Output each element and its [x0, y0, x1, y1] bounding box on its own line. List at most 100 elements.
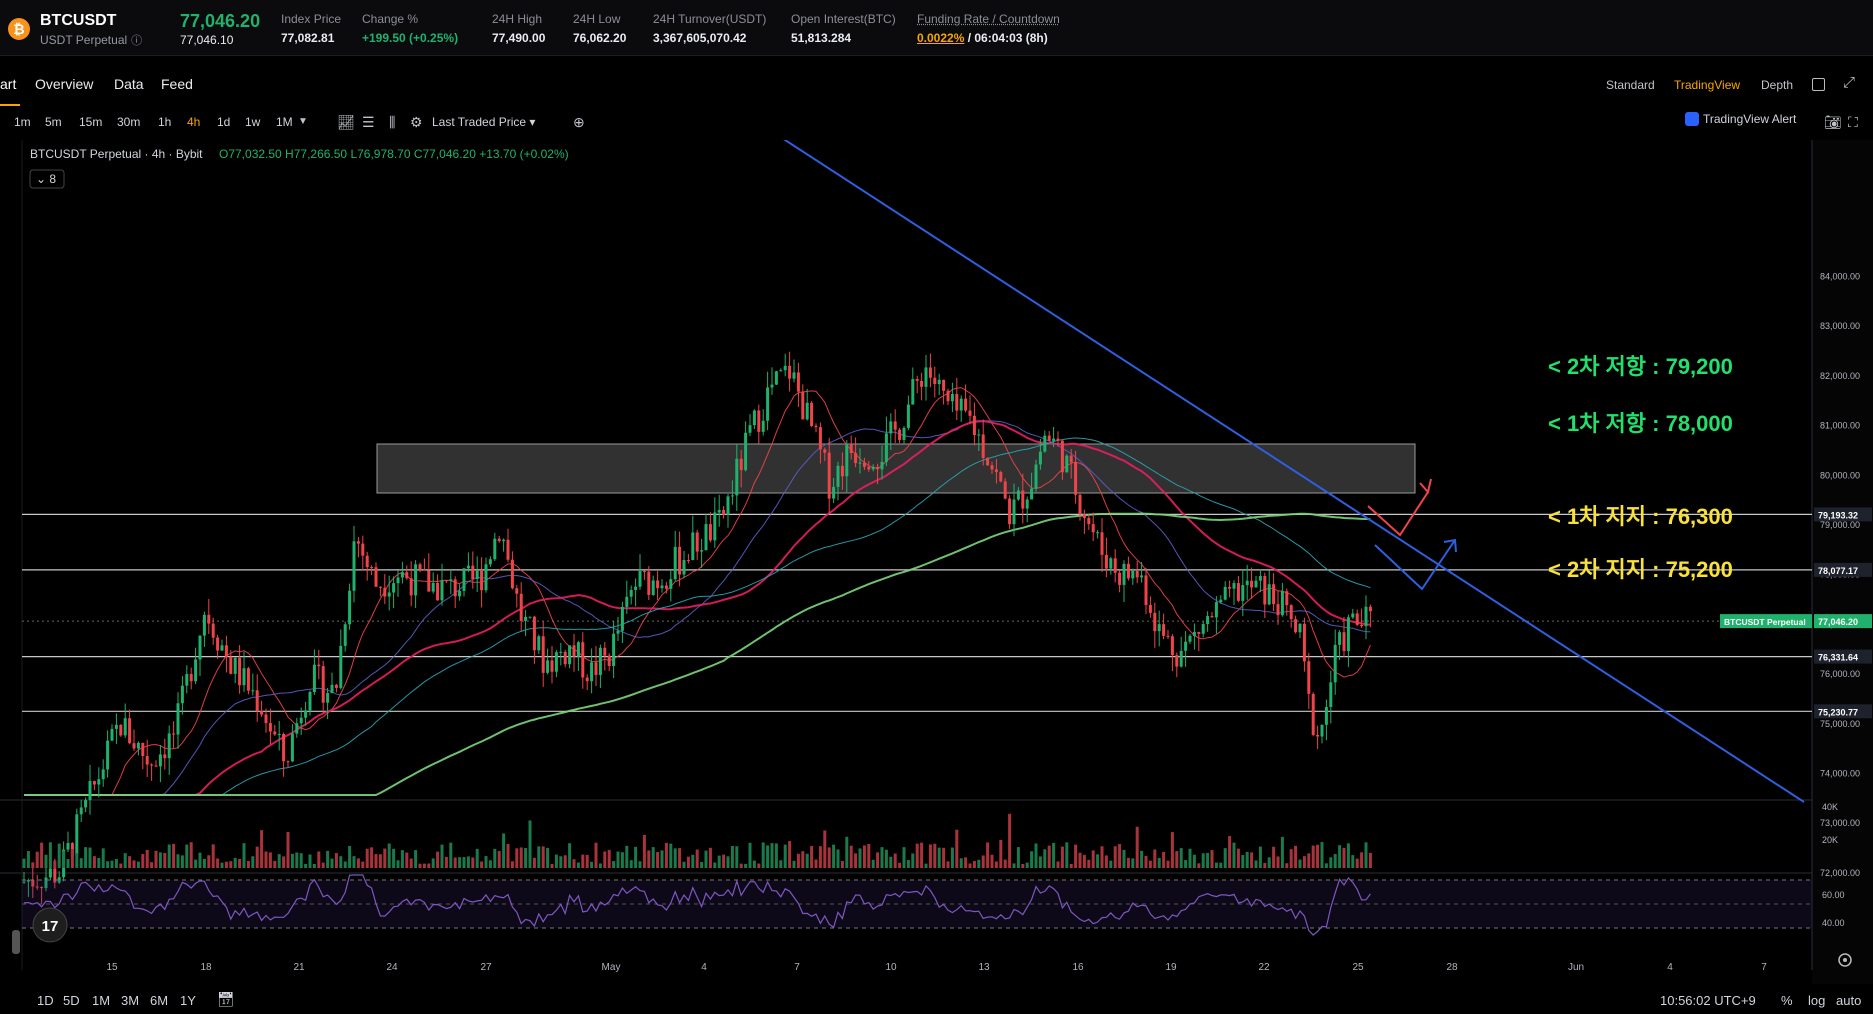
- volume-bar: [224, 861, 228, 868]
- collapse-handle[interactable]: [12, 930, 20, 954]
- add-plus-icon[interactable]: ⊕: [573, 114, 585, 130]
- range-3m[interactable]: 3M: [121, 993, 140, 1008]
- volume-bar: [898, 862, 902, 868]
- info-icon[interactable]: ⓘ: [131, 35, 143, 47]
- tab-chart[interactable]: art: [0, 76, 17, 92]
- timeframe-30m[interactable]: 30m: [117, 115, 141, 129]
- volume-bar: [1065, 842, 1069, 868]
- log-toggle[interactable]: log: [1808, 993, 1826, 1008]
- timeframe-dropdown-icon[interactable]: ▼: [298, 116, 308, 127]
- tab-data[interactable]: Data: [114, 76, 144, 92]
- candle-body: [132, 743, 136, 749]
- time-axis-label: 13: [978, 962, 990, 973]
- bars-style-icon[interactable]: ⫼: [389, 114, 396, 130]
- candle-body: [647, 571, 651, 595]
- candle-body: [1263, 576, 1267, 605]
- candle-body: [788, 365, 792, 379]
- volume-bar: [92, 856, 96, 868]
- range-5d[interactable]: 5D: [63, 993, 80, 1008]
- percent-toggle[interactable]: %: [1781, 993, 1793, 1008]
- view-depth[interactable]: Depth: [1761, 78, 1794, 92]
- indicators-icon[interactable]: ☰: [362, 114, 375, 130]
- timeframe-15m[interactable]: 15m: [79, 115, 103, 129]
- volume-bar: [22, 858, 26, 868]
- candle-body: [1192, 631, 1196, 636]
- volume-bar: [1346, 843, 1350, 868]
- view-standard[interactable]: Standard: [1606, 78, 1655, 92]
- volume-bar: [1091, 850, 1095, 868]
- timeframe-1M[interactable]: 1M: [276, 115, 293, 129]
- stat-funding-rate[interactable]: Funding Rate / Countdown 0.0022% / 06:04…: [917, 12, 1060, 45]
- fullscreen-icon[interactable]: ⤢: [1843, 74, 1856, 91]
- candle-body: [158, 754, 162, 767]
- volume-bar: [348, 846, 352, 868]
- timeframe-4h[interactable]: 4h: [187, 115, 201, 129]
- tradingview-alert-button[interactable]: TradingView Alert: [1685, 112, 1796, 126]
- candle-body: [1342, 632, 1346, 651]
- volume-bar: [1179, 848, 1183, 868]
- volume-bar: [893, 853, 897, 868]
- volume-bar: [563, 855, 567, 868]
- timeframe-5m[interactable]: 5m: [45, 115, 62, 129]
- volume-bar: [1324, 863, 1328, 868]
- range-1y[interactable]: 1Y: [180, 993, 196, 1008]
- candle-body: [999, 472, 1003, 482]
- level-annotation: < 2차 지지 : 75,200: [1548, 557, 1733, 582]
- price-tag-text: 77,046.20: [1818, 617, 1858, 627]
- candle-body: [1148, 604, 1152, 613]
- volume-bar: [1025, 862, 1029, 868]
- candle-body: [189, 674, 193, 682]
- price-chart[interactable]: 84,000.00 83,000.00 82,000.00 81,000.00 80,0…: [0, 140, 1873, 984]
- range-6m[interactable]: 6M: [150, 993, 169, 1008]
- auto-toggle[interactable]: auto: [1836, 993, 1862, 1008]
- candle-body: [185, 674, 189, 686]
- volume-bar: [928, 844, 932, 868]
- calendar-icon[interactable]: 📅︎: [217, 991, 235, 1007]
- timeframe-1d[interactable]: 1d: [217, 115, 231, 129]
- candle-body: [832, 486, 836, 499]
- candle-body: [1021, 490, 1025, 509]
- volume-bar: [598, 863, 602, 868]
- volume-bar: [1047, 845, 1051, 868]
- candle-body: [1298, 623, 1302, 633]
- volume-bar: [440, 844, 444, 868]
- tab-feed[interactable]: Feed: [161, 76, 193, 92]
- chart-background: [0, 140, 1873, 984]
- chart-type-icon[interactable]: 📈︎: [337, 114, 355, 130]
- timeframe-1h[interactable]: 1h: [158, 115, 172, 129]
- timeframe-1w[interactable]: 1w: [245, 115, 261, 129]
- candle-body: [488, 559, 492, 565]
- candle-body: [383, 587, 387, 597]
- volume-bar: [1250, 852, 1254, 868]
- candle-body: [440, 580, 444, 601]
- layout-square-icon[interactable]: [1812, 78, 1825, 91]
- tab-overview[interactable]: Overview: [35, 76, 94, 92]
- axis-settings-icon[interactable]: [1838, 953, 1852, 967]
- candle-body: [1214, 602, 1218, 618]
- symbol-name[interactable]: BTCUSDT: [40, 12, 117, 29]
- volume-bar: [942, 847, 946, 868]
- stat-24h-turnover: 24H Turnover(USDT) 3,367,605,070.42: [653, 12, 767, 45]
- volume-bar: [378, 854, 382, 868]
- settings-gear-icon[interactable]: ⚙: [410, 114, 423, 130]
- volume-bar: [57, 843, 61, 868]
- camera-icon[interactable]: 📷︎: [1824, 114, 1842, 130]
- timeframe-1m[interactable]: 1m: [14, 115, 31, 129]
- volume-bar: [1285, 863, 1289, 868]
- volume-bar: [1298, 859, 1302, 868]
- volume-bar: [334, 853, 338, 868]
- candle-body: [180, 685, 184, 704]
- view-tradingview[interactable]: TradingView: [1674, 78, 1741, 92]
- price-source-select[interactable]: Last Traded Price ▾: [432, 115, 536, 129]
- volume-bar: [880, 847, 884, 868]
- range-1d[interactable]: 1D: [37, 993, 54, 1008]
- volume-bar: [594, 842, 598, 868]
- chart-fullscreen-icon[interactable]: ⛶: [1848, 114, 1858, 130]
- volume-bar: [1034, 843, 1038, 868]
- trendline[interactable]: [782, 140, 1805, 803]
- candle-body: [669, 579, 673, 589]
- volume-bar: [1118, 844, 1122, 868]
- volume-bar: [862, 845, 866, 868]
- range-1m[interactable]: 1M: [92, 993, 111, 1008]
- price-axis-label: 80,000.00: [1820, 470, 1860, 480]
